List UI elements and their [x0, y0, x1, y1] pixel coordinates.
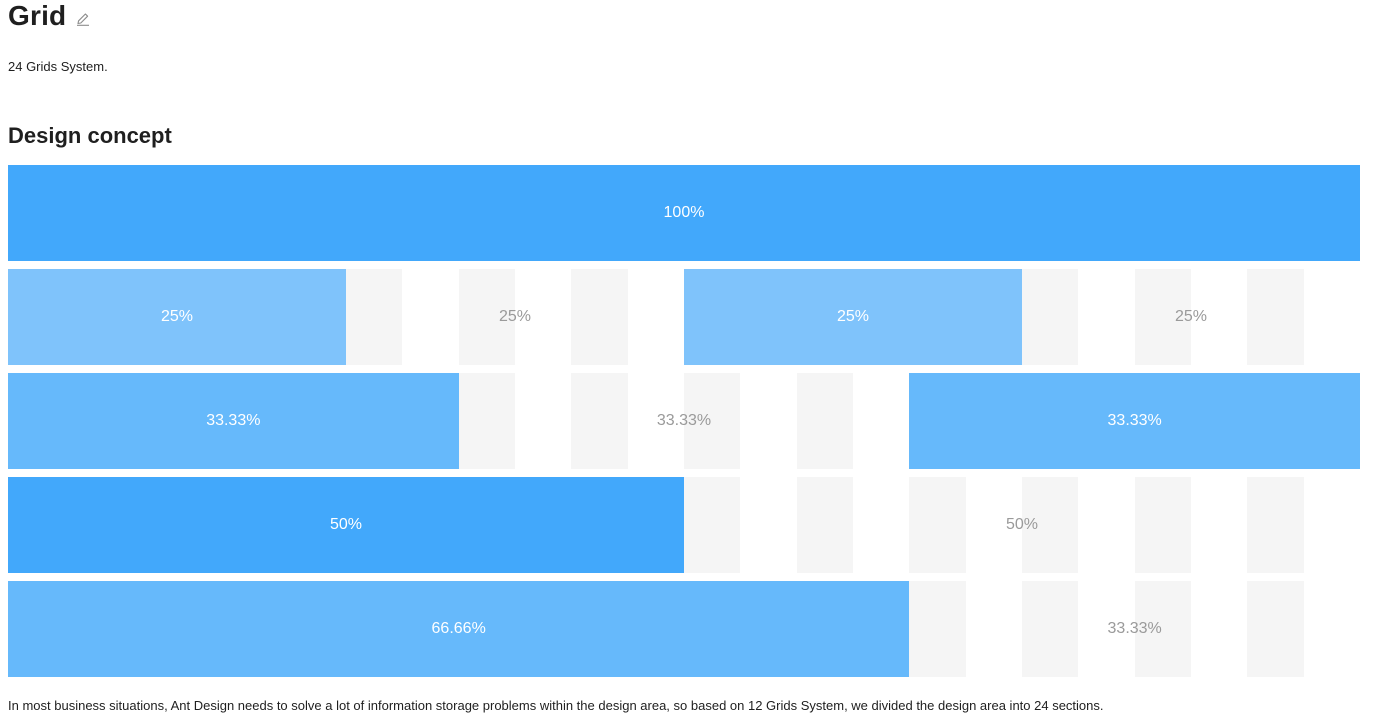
grid-col-empty: 33.33% [459, 373, 910, 469]
grid-demo: 100% 25% 25% 25% 25% 33.33% 33.33% 33.33% 50% 50%… [8, 165, 1360, 685]
edit-pencil-icon[interactable] [75, 11, 91, 27]
grid-column-stripe [796, 373, 853, 469]
grid-column-stripe [796, 477, 853, 573]
grid-column-stripe [909, 581, 966, 677]
grid-col-empty: 25% [1022, 269, 1360, 365]
grid-row-33: 33.33% 33.33% 33.33% [8, 373, 1360, 469]
grid-col-empty: 50% [684, 477, 1360, 573]
grid-column-stripe [458, 269, 515, 365]
grid-column-stripe [684, 477, 741, 573]
grid-column-stripe [571, 269, 628, 365]
page-subtitle: 24 Grids System. [8, 59, 108, 74]
grid-col-filled: 100% [8, 165, 1360, 261]
grid-col-filled: 66.66% [8, 581, 910, 677]
grid-column-stripe [1022, 477, 1079, 573]
grid-column-stripe [1247, 477, 1304, 573]
grid-column-stripe [1134, 581, 1191, 677]
grid-col-label: 50% [1005, 516, 1039, 533]
grid-column-stripe [909, 477, 966, 573]
title-row: Grid [8, 0, 91, 32]
grid-row-66: 66.66% 33.33% [8, 581, 1360, 677]
grid-col-label: 33.33% [656, 412, 712, 429]
page-title: Grid [8, 0, 67, 31]
grid-row-50: 50% 50% [8, 477, 1360, 573]
grid-column-stripe [684, 373, 741, 469]
grid-col-empty: 33.33% [909, 581, 1360, 677]
grid-column-stripe [1022, 269, 1079, 365]
grid-col-filled: 33.33% [8, 373, 459, 469]
grid-col-label: 25% [160, 308, 194, 325]
grid-col-label: 66.66% [431, 620, 486, 637]
grid-row-25: 25% 25% 25% 25% [8, 269, 1360, 365]
footer-description: In most business situations, Ant Design … [8, 698, 1104, 713]
grid-column-stripe [458, 373, 515, 469]
grid-col-label: 25% [1174, 308, 1208, 325]
grid-column-stripe [1247, 581, 1304, 677]
grid-col-filled: 25% [8, 269, 346, 365]
grid-col-label: 50% [329, 516, 363, 533]
grid-column-stripe [1247, 269, 1304, 365]
grid-col-filled: 33.33% [909, 373, 1360, 469]
grid-col-label: 33.33% [1107, 412, 1162, 429]
grid-col-filled: 50% [8, 477, 684, 573]
grid-col-label: 25% [498, 308, 532, 325]
grid-column-stripe [571, 373, 628, 469]
grid-column-stripe [1134, 269, 1191, 365]
grid-col-label: 33.33% [1107, 620, 1162, 637]
grid-col-label: 25% [836, 308, 870, 325]
grid-col-label: 33.33% [206, 412, 261, 429]
grid-col-empty: 25% [346, 269, 684, 365]
grid-col-label: 100% [663, 204, 705, 221]
grid-col-filled: 25% [684, 269, 1022, 365]
grid-row-100: 100% [8, 165, 1360, 261]
grid-column-stripe [1134, 477, 1191, 573]
grid-column-stripe [1022, 581, 1079, 677]
section-title: Design concept [8, 123, 172, 148]
grid-column-stripe [346, 269, 403, 365]
